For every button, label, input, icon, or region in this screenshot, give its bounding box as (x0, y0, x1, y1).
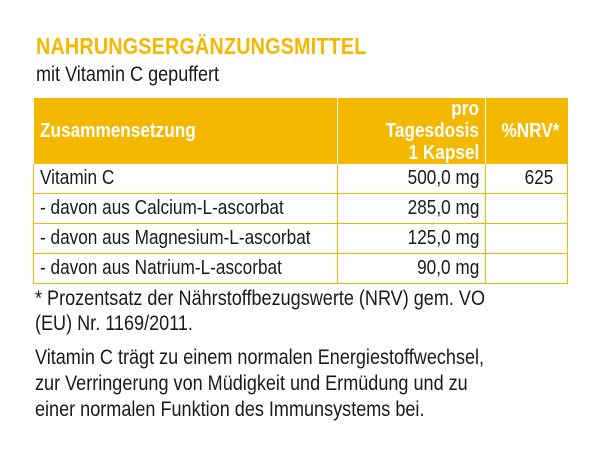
row-name: - davon aus Magnesium-L-ascorbat (33, 223, 338, 254)
product-category-title: NAHRUNGSERGÄNZUNGSMITTEL (36, 33, 367, 59)
claim-line: einer normalen Funktion des Immunsystems… (35, 398, 425, 421)
row-name: - davon aus Natrium-L-ascorbat (33, 253, 338, 284)
claim-line: zur Verringerung von Müdigkeit und Ermüd… (35, 372, 468, 395)
nrv-footnote: * Prozentsatz der Nährstoffbezugswerte (… (35, 286, 585, 336)
row-name: Vitamin C (33, 164, 338, 194)
table-row: - davon aus Natrium-L-ascorbat 90,0 mg (33, 253, 568, 284)
health-claim: Vitamin C trägt zu einem normalen Energi… (35, 345, 585, 423)
row-nrv (485, 193, 568, 224)
table-row: - davon aus Calcium-L-ascorbat 285,0 mg (33, 193, 568, 224)
row-nrv (485, 223, 568, 254)
footnote-line: * Prozentsatz der Nährstoffbezugswerte (… (35, 287, 486, 310)
row-amount: 125,0 mg (337, 223, 486, 254)
header-nrv: %NRV* (485, 98, 568, 164)
claim-line: Vitamin C trägt zu einem normalen Energi… (35, 346, 485, 369)
table-row: - davon aus Magnesium-L-ascorbat 125,0 m… (33, 223, 568, 254)
row-nrv: 625 (485, 164, 568, 194)
table-row: Vitamin C 500,0 mg 625 (33, 164, 568, 194)
row-amount: 90,0 mg (337, 253, 486, 284)
header-composition: Zusammensetzung (33, 98, 338, 164)
row-nrv (485, 253, 568, 284)
header-amount-per-daily-dose: pro Tagesdosis 1 Kapsel (337, 98, 486, 164)
footnote-line: (EU) Nr. 1169/2011. (35, 312, 193, 335)
row-amount: 500,0 mg (337, 164, 486, 194)
row-amount: 285,0 mg (337, 193, 486, 224)
table-header-row: Zusammensetzung pro Tagesdosis 1 Kapsel … (33, 98, 568, 164)
product-subtitle: mit Vitamin C gepuffert (36, 63, 220, 86)
row-name: - davon aus Calcium-L-ascorbat (33, 193, 338, 224)
composition-table: Zusammensetzung pro Tagesdosis 1 Kapsel … (33, 98, 568, 284)
